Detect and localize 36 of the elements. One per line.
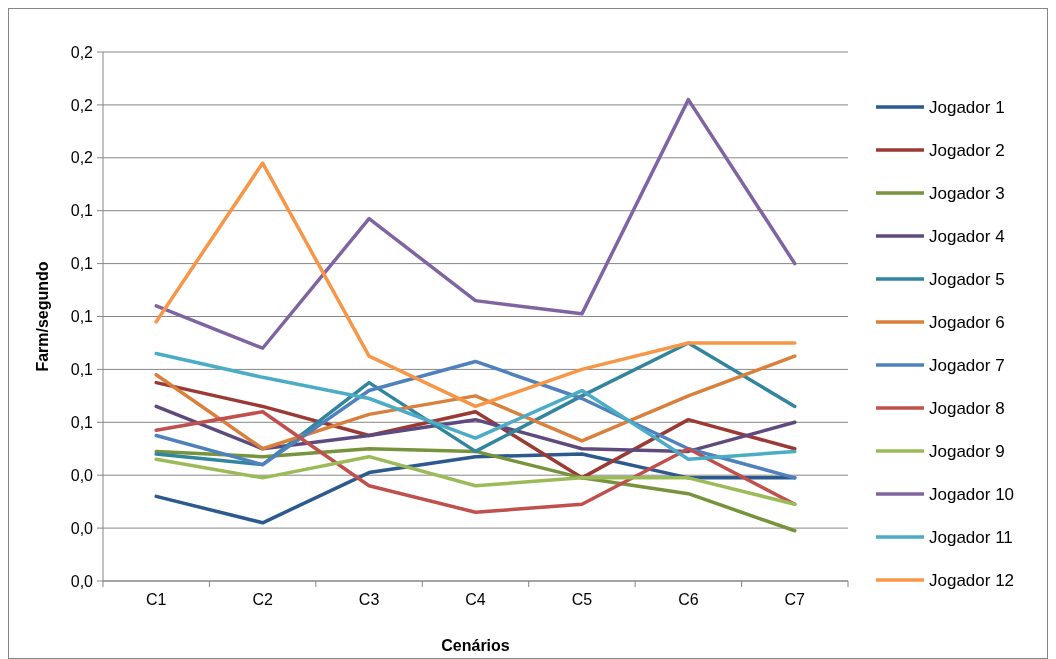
x-tick-label: C7 bbox=[784, 591, 806, 608]
y-tick-label: 0,0 bbox=[70, 519, 94, 537]
legend-label: Jogador 11 bbox=[929, 527, 1013, 547]
legend-label: Jogador 6 bbox=[929, 312, 1005, 332]
line-series bbox=[154, 454, 797, 507]
y-tick-label: 0,0 bbox=[70, 466, 94, 484]
line-series bbox=[154, 161, 797, 409]
y-tick-label: 0,2 bbox=[70, 149, 94, 167]
y-tick-label: 0,1 bbox=[70, 308, 94, 326]
y-tick-label: 0,0 bbox=[70, 572, 94, 590]
legend-label: Jogador 8 bbox=[929, 398, 1005, 418]
y-tick-label: 0,1 bbox=[70, 361, 94, 378]
legend-label: Jogador 12 bbox=[929, 570, 1015, 590]
x-tick-label: C3 bbox=[358, 591, 380, 608]
line-series bbox=[154, 447, 797, 533]
legend-label: Jogador 7 bbox=[929, 355, 1005, 375]
legend-label: Jogador 1 bbox=[929, 97, 1005, 117]
legend-label: Jogador 4 bbox=[929, 226, 1005, 246]
y-tick-label: 0,1 bbox=[70, 255, 94, 273]
y-axis-title: Farm/segundo bbox=[34, 261, 51, 372]
line-series bbox=[154, 97, 797, 350]
legend-label: Jogador 10 bbox=[929, 484, 1015, 504]
legend-label: Jogador 5 bbox=[929, 269, 1005, 289]
x-tick-label: C1 bbox=[145, 591, 167, 608]
y-tick-label: 0,1 bbox=[70, 202, 94, 220]
legend-label: Jogador 3 bbox=[929, 183, 1005, 203]
y-tick-label: 0,2 bbox=[70, 96, 94, 114]
y-tick-label: 0,2 bbox=[70, 43, 94, 61]
x-tick-label: C6 bbox=[678, 591, 699, 608]
legend-label: Jogador 9 bbox=[929, 441, 1005, 461]
x-tick-label: C2 bbox=[252, 591, 273, 608]
x-tick-label: C5 bbox=[571, 591, 593, 608]
legend-label: Jogador 2 bbox=[929, 140, 1005, 160]
x-axis-title: Cenários bbox=[441, 637, 510, 654]
y-tick-label: 0,1 bbox=[70, 413, 94, 431]
x-tick-label: C4 bbox=[465, 591, 486, 608]
